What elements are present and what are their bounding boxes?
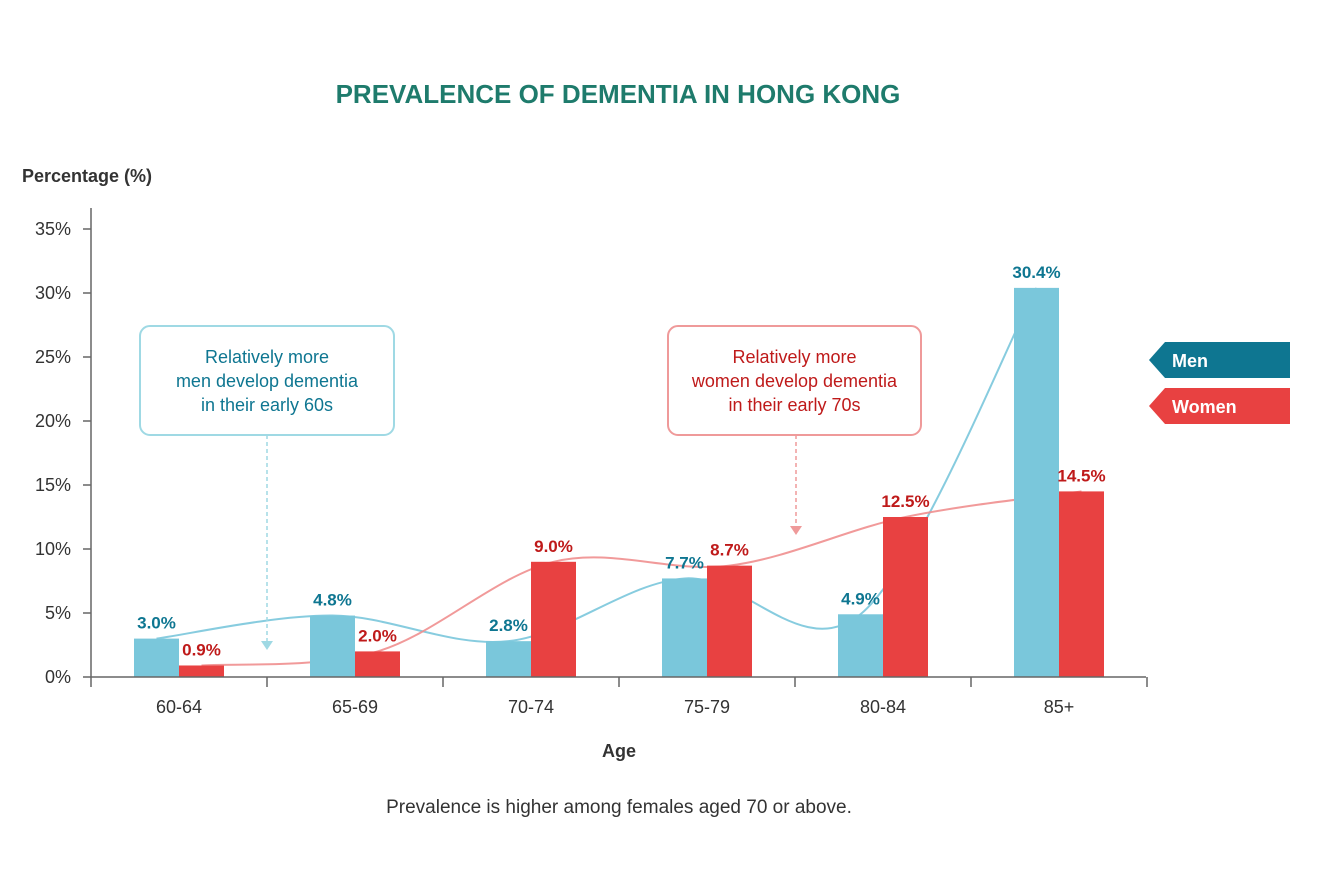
legend: Men Women xyxy=(1149,342,1290,424)
data-label-women: 12.5% xyxy=(881,492,929,511)
axes-group: 0% 5% 10% 15% 20% 25% 30% 35% 60-64 65-69 70-74 75-… xyxy=(35,208,1148,717)
x-tick-label: 85+ xyxy=(1044,697,1075,717)
data-label-men: 2.8% xyxy=(489,616,528,635)
bar-women xyxy=(179,665,224,677)
bar-men xyxy=(838,614,883,677)
y-tick-label: 35% xyxy=(35,219,71,239)
y-tick-label: 20% xyxy=(35,411,71,431)
data-label-women: 0.9% xyxy=(182,640,221,659)
bar-women xyxy=(531,561,576,677)
x-axis-label: Age xyxy=(602,741,636,761)
bar-men xyxy=(310,615,355,677)
callouts-group: Relatively more men develop dementia in th… xyxy=(139,325,922,650)
bars-group xyxy=(134,287,1104,677)
bar-men xyxy=(662,578,707,677)
data-label-men: 7.7% xyxy=(665,553,704,572)
legend-men-label: Men xyxy=(1172,351,1208,371)
chart-title: PREVALENCE OF DEMENTIA IN HONG KONG xyxy=(336,79,901,109)
data-label-women: 14.5% xyxy=(1057,466,1105,485)
y-tick-label: 15% xyxy=(35,475,71,495)
y-tick-label: 30% xyxy=(35,283,71,303)
callout-men-arrow-head xyxy=(261,641,273,650)
y-tick-label: 0% xyxy=(45,667,71,687)
data-label-women: 2.0% xyxy=(358,626,397,645)
y-tick-label: 5% xyxy=(45,603,71,623)
bar-women xyxy=(883,517,928,677)
callout-women-text: in their early 70s xyxy=(728,395,860,415)
x-tick-label: 80-84 xyxy=(860,697,906,717)
bar-women xyxy=(707,565,752,677)
bar-men xyxy=(134,638,179,677)
bar-men xyxy=(486,641,531,677)
data-label-men: 4.9% xyxy=(841,589,880,608)
x-tick-label: 65-69 xyxy=(332,697,378,717)
data-label-women: 9.0% xyxy=(534,537,573,556)
x-tick-label: 60-64 xyxy=(156,697,202,717)
callout-women-text: women develop dementia xyxy=(691,371,898,391)
callout-men-text: in their early 60s xyxy=(201,395,333,415)
data-label-women: 8.7% xyxy=(710,541,749,560)
legend-women-swatch xyxy=(1149,388,1290,424)
y-axis-label: Percentage (%) xyxy=(22,166,152,186)
x-tick-label: 70-74 xyxy=(508,697,554,717)
data-label-men: 3.0% xyxy=(137,614,176,633)
y-tick-label: 10% xyxy=(35,539,71,559)
callout-men-text: Relatively more xyxy=(205,347,329,367)
bar-women xyxy=(355,651,400,677)
bar-men xyxy=(1014,287,1059,677)
callout-women-text: Relatively more xyxy=(732,347,856,367)
callout-men-text: men develop dementia xyxy=(176,371,359,391)
data-labels-group: 3.0% 0.9% 4.8% 2.0% 2.8% 9.0% 7.7% 8.7% 4.9% 12.5… xyxy=(137,263,1105,660)
bar-women xyxy=(1059,491,1104,677)
callout-women-arrow-head xyxy=(790,526,802,535)
footnote: Prevalence is higher among females aged … xyxy=(386,797,852,818)
data-label-men: 4.8% xyxy=(313,591,352,610)
y-tick-label: 25% xyxy=(35,347,71,367)
data-label-men: 30.4% xyxy=(1012,263,1060,282)
legend-women-label: Women xyxy=(1172,397,1237,417)
legend-men-swatch xyxy=(1149,342,1290,378)
x-tick-label: 75-79 xyxy=(684,697,730,717)
callout-women-box xyxy=(667,325,922,436)
